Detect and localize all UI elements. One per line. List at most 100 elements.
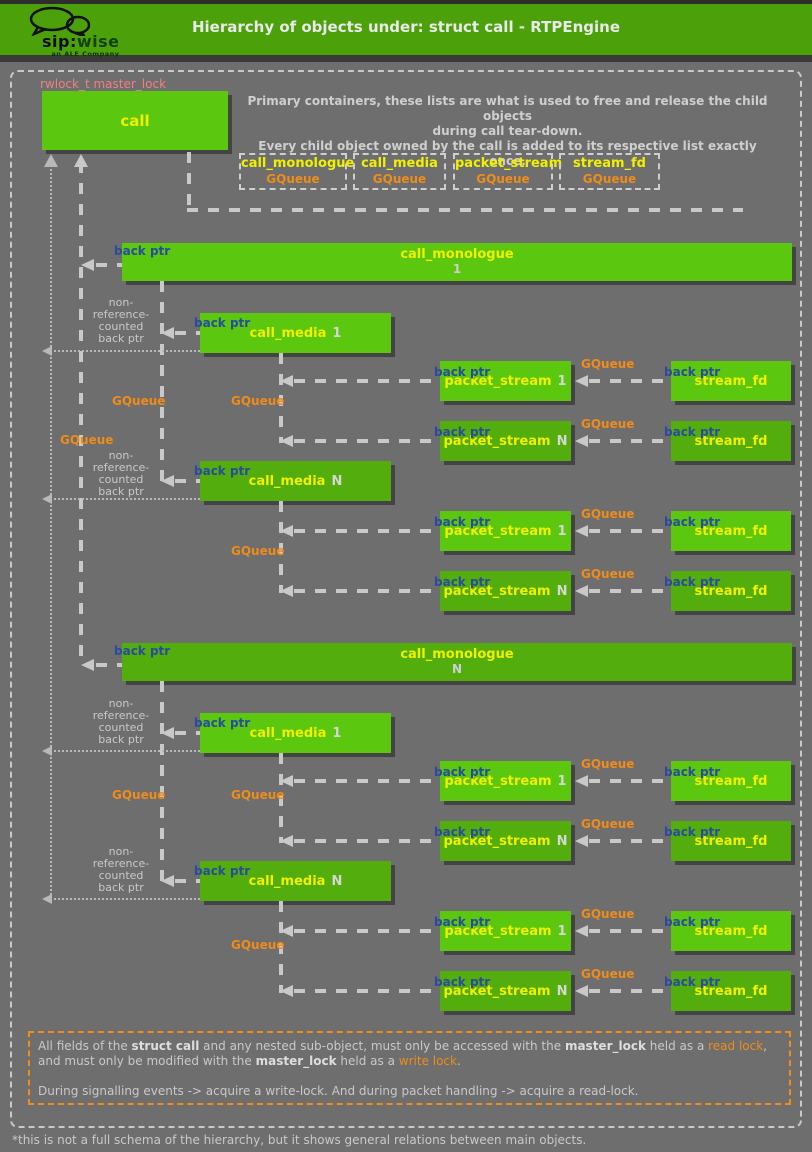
stream-fd-label: stream_fd — [694, 923, 768, 939]
back-ptr-label: back ptr — [194, 864, 251, 878]
back-ptr-line — [175, 879, 200, 883]
diagram-panel-border — [10, 70, 802, 1128]
note-bold: master_lock — [255, 1054, 337, 1068]
back-ptr-label: back ptr — [664, 825, 721, 839]
page-title: Hierarchy of objects under: struct call … — [191, 18, 621, 36]
back-ptr-arrowhead — [575, 585, 588, 597]
gqueue-line — [589, 929, 671, 933]
back-ptr-arrowhead — [575, 525, 588, 537]
back-ptr-line — [294, 589, 440, 593]
stream-fd-label: stream_fd — [694, 833, 768, 849]
back-ptr-label: back ptr — [434, 575, 491, 589]
logo-wordmark: sip:wise an ALE Company — [42, 32, 120, 58]
media-gqueue-line — [279, 501, 283, 593]
media-index: 1 — [332, 325, 342, 341]
packet-stream-index: 1 — [557, 373, 567, 389]
media-gqueue-line — [279, 901, 283, 993]
non-ref-line: non- — [108, 697, 134, 710]
non-ref-line: reference- — [92, 461, 150, 474]
containers-trunk-line-h — [187, 208, 743, 212]
note-text: . — [456, 1054, 461, 1068]
call-box: call — [42, 91, 228, 150]
call-gqueue-line — [79, 162, 83, 665]
non-ref-backptr-label: non- reference- counted back ptr — [84, 698, 158, 746]
back-ptr-arrowhead — [280, 775, 293, 787]
footer-note: *this is not a full schema of the hierar… — [12, 1133, 587, 1147]
back-ptr-label: back ptr — [434, 765, 491, 779]
non-ref-line: non- — [108, 449, 134, 462]
back-ptr-arrowhead — [280, 835, 293, 847]
packet-stream-box: packet_stream N — [440, 571, 571, 611]
back-ptr-line — [294, 379, 440, 383]
legend-box-call-monologue: call_monologue GQueue — [239, 153, 354, 190]
stream-fd-label: stream_fd — [694, 983, 768, 999]
back-ptr-label: back ptr — [664, 365, 721, 379]
legend-box-stream-fd: stream_fd GQueue — [559, 153, 660, 190]
non-ref-line: back ptr — [98, 733, 144, 746]
note-line: During signalling events -> acquire a wr… — [38, 1084, 639, 1098]
non-ref-arrowhead — [42, 494, 52, 504]
non-ref-line: non- — [108, 296, 134, 309]
gqueue-label: GQueue — [112, 394, 166, 408]
description-line: during call tear-down. — [432, 124, 583, 138]
monologue-gqueue-line — [160, 281, 164, 481]
stream-fd-label: stream_fd — [694, 773, 768, 789]
app-header: sip:wise an ALE Company Hierarchy of obj… — [0, 0, 812, 62]
stream-fd-label: stream_fd — [694, 433, 768, 449]
monologue-label: call_monologue — [400, 247, 514, 262]
back-ptr-label: back ptr — [664, 575, 721, 589]
back-ptr-line — [294, 929, 440, 933]
back-ptr-line — [175, 331, 200, 335]
packet-stream-index: N — [556, 983, 568, 999]
stream-fd-label: stream_fd — [694, 583, 768, 599]
back-ptr-label: back ptr — [664, 765, 721, 779]
gqueue-label: GQueue — [581, 907, 635, 921]
back-ptr-arrowhead — [161, 875, 174, 887]
gqueue-label: GQueue — [581, 357, 635, 371]
back-ptr-line — [294, 529, 440, 533]
non-ref-backptr-label: non- reference- counted back ptr — [84, 846, 158, 894]
packet-stream-label: packet_stream — [444, 373, 552, 389]
back-ptr-label: back ptr — [434, 975, 491, 989]
back-ptr-arrowhead — [575, 985, 588, 997]
packet-stream-label: packet_stream — [444, 523, 552, 539]
stream-fd-label: stream_fd — [694, 523, 768, 539]
packet-stream-label: packet_stream — [444, 773, 552, 789]
non-ref-backptr-line — [54, 898, 200, 900]
non-ref-arrowhead — [42, 346, 52, 356]
packet-stream-box: packet_stream 1 — [440, 361, 571, 401]
lock-note-box: All fields of the struct call and any ne… — [28, 1031, 791, 1105]
packet-stream-label: packet_stream — [444, 923, 552, 939]
gqueue-label: GQueue — [231, 544, 285, 558]
non-ref-line: non- — [108, 845, 134, 858]
back-ptr-label: back ptr — [664, 915, 721, 929]
back-ptr-line — [175, 731, 200, 735]
non-ref-backptr-line — [54, 350, 200, 352]
master-lock-label: rwlock_t master_lock — [40, 77, 167, 91]
packet-stream-label: packet_stream — [443, 433, 551, 449]
sipwise-logo: sip:wise an ALE Company — [14, 6, 134, 58]
back-ptr-label: back ptr — [194, 716, 251, 730]
back-ptr-arrowhead — [81, 659, 94, 671]
packet-stream-box: packet_stream N — [440, 421, 571, 461]
non-ref-line: reference- — [92, 308, 150, 321]
packet-stream-label: packet_stream — [443, 833, 551, 849]
back-ptr-label: back ptr — [114, 244, 171, 258]
packet-stream-box: packet_stream 1 — [440, 761, 571, 801]
legend-box-title: packet_stream — [455, 156, 563, 171]
back-ptr-label: back ptr — [434, 515, 491, 529]
stream-fd-box: stream_fd — [671, 511, 791, 551]
packet-stream-label: packet_stream — [443, 983, 551, 999]
legend-box-title: stream_fd — [573, 156, 646, 171]
non-ref-line: counted — [98, 721, 144, 734]
stream-fd-box: stream_fd — [671, 571, 791, 611]
call-media-box: call_media N — [200, 861, 391, 901]
non-ref-arrowhead — [42, 894, 52, 904]
back-ptr-label: back ptr — [434, 915, 491, 929]
back-ptr-line — [96, 263, 122, 267]
back-ptr-arrowhead — [81, 259, 94, 271]
legend-box-call-media: call_media GQueue — [353, 153, 446, 190]
back-ptr-arrowhead — [280, 525, 293, 537]
back-ptr-arrowhead — [575, 375, 588, 387]
stream-fd-box: stream_fd — [671, 821, 791, 861]
